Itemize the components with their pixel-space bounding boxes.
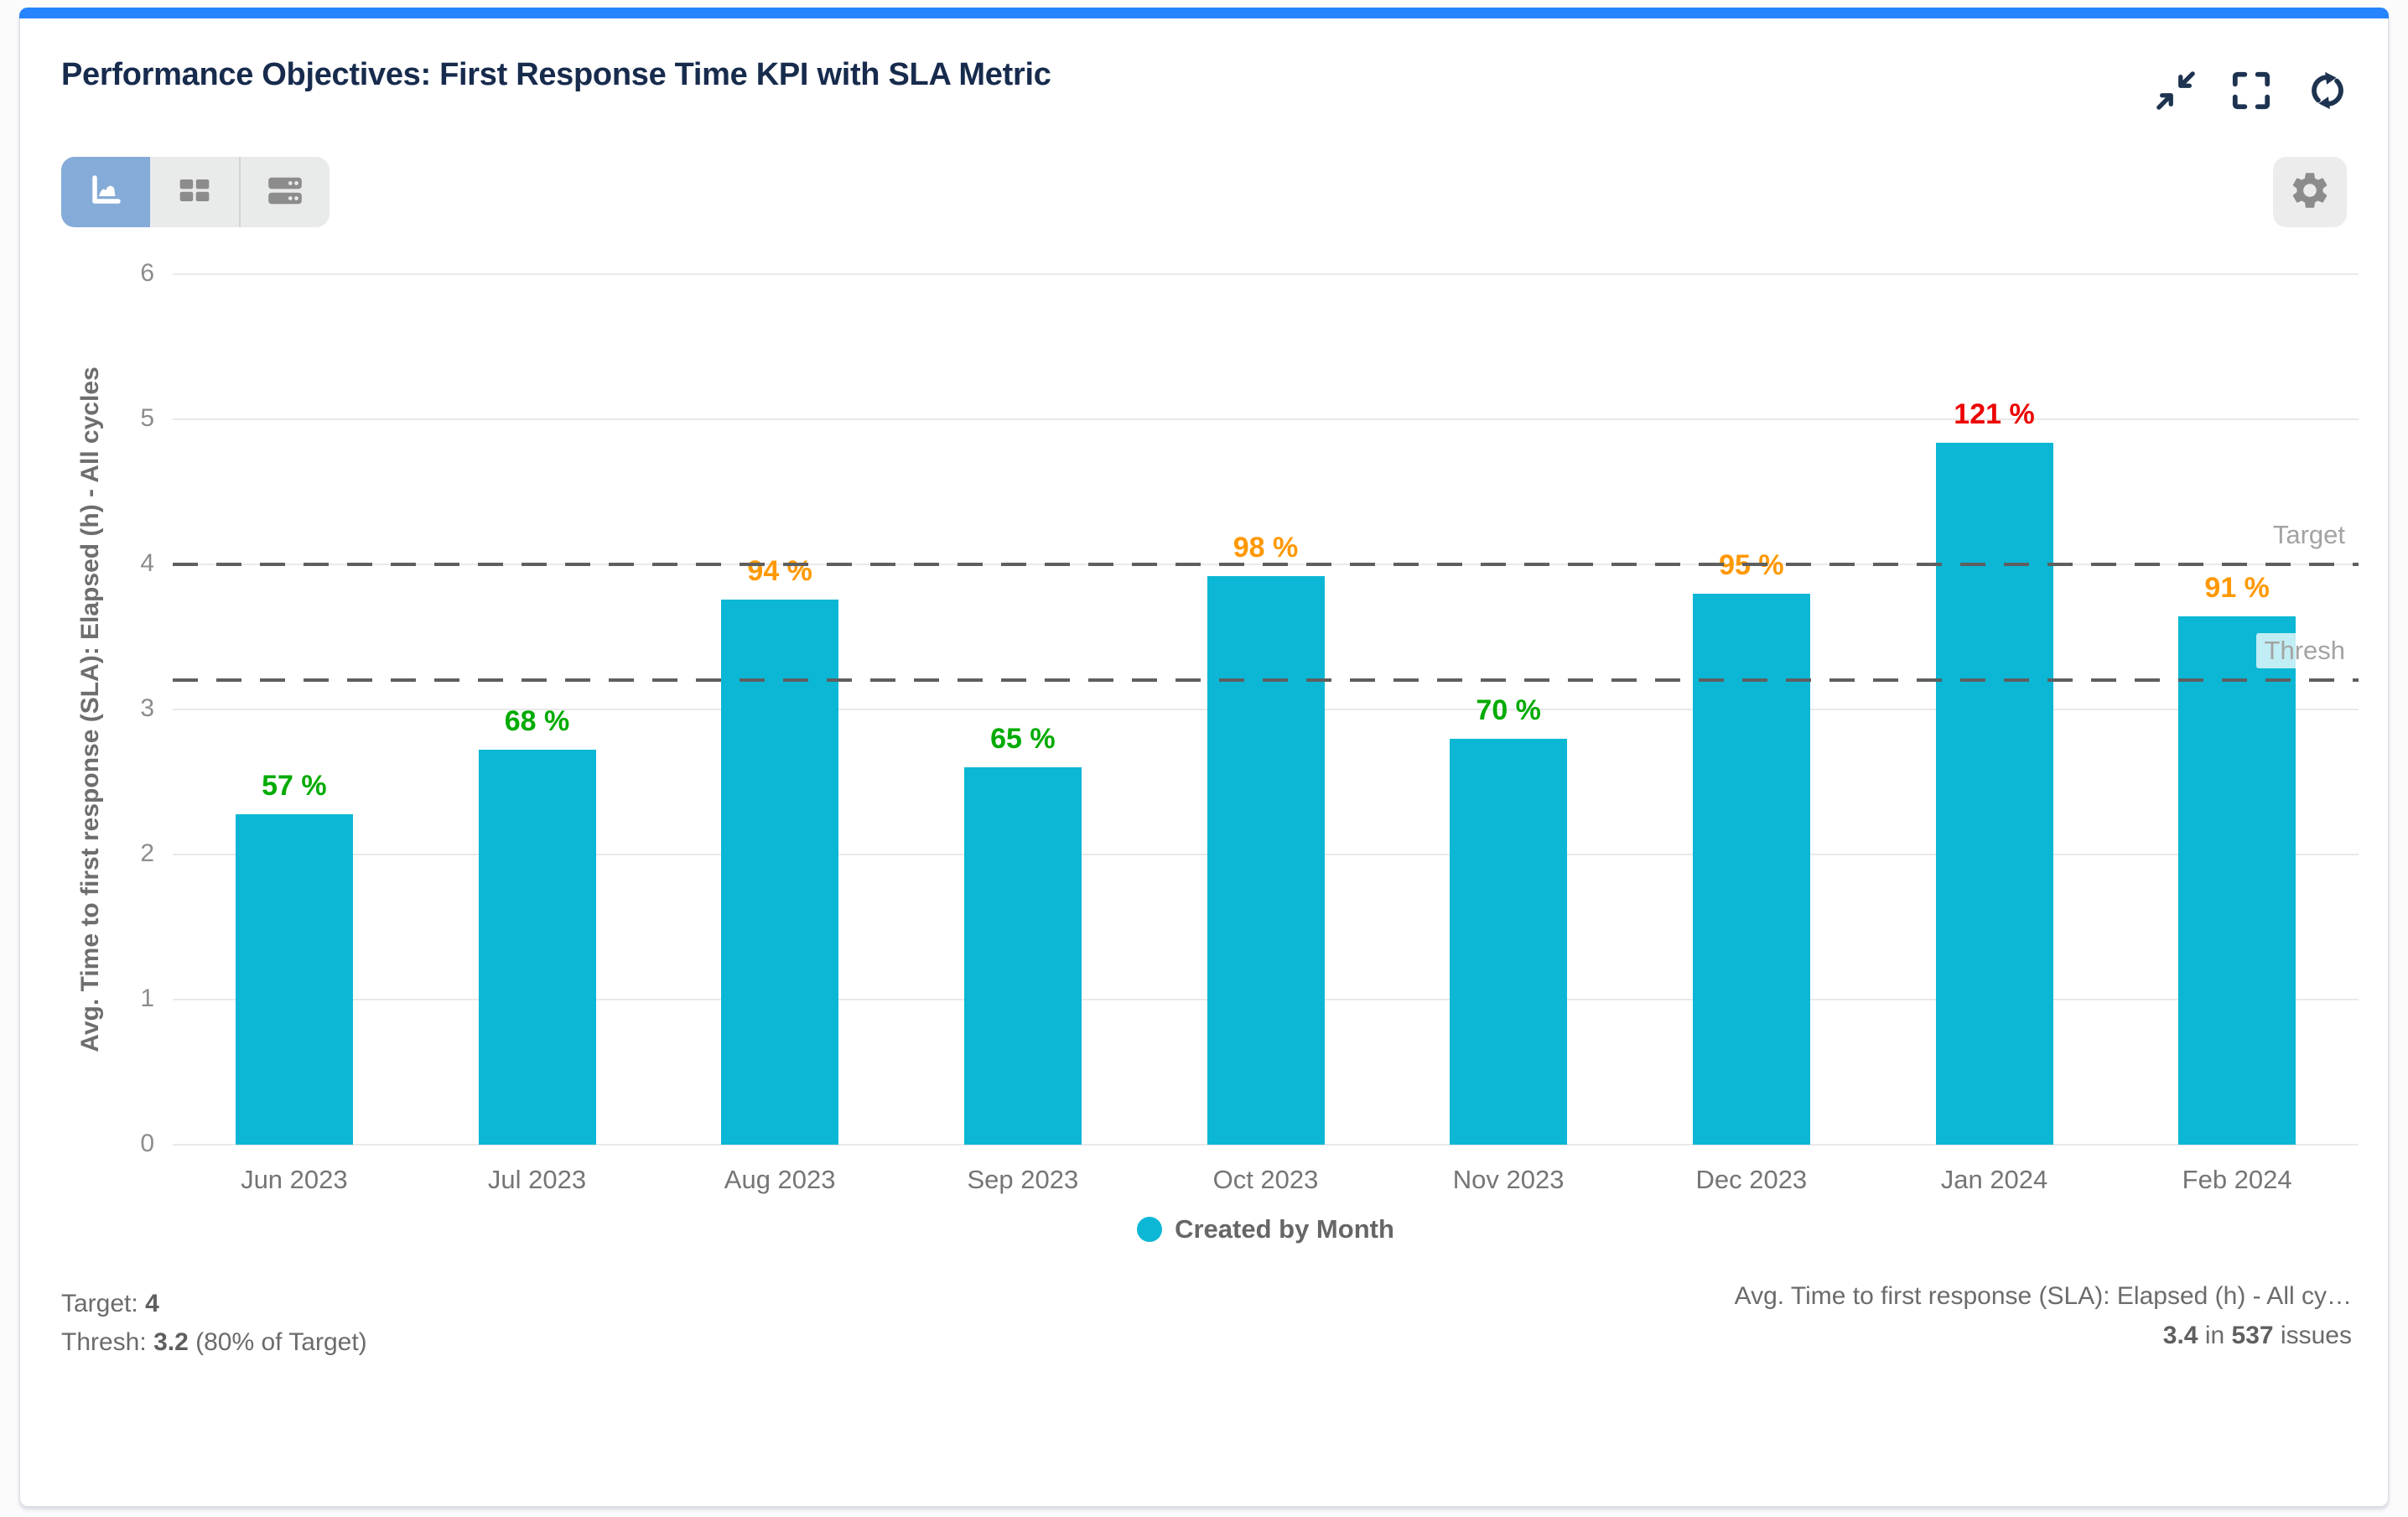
plot-area: 0 1 2 3 4 5 6 57 % Jun 2023 68 % Jul 2023 94 % Aug 2… — [140, 259, 2359, 1194]
chart-icon — [85, 169, 127, 216]
metric-word-in: in — [2204, 1322, 2225, 1349]
metric-value: 3.4 — [2162, 1322, 2198, 1349]
bar[interactable] — [1935, 442, 2053, 1145]
bar-percent-label: 98 % — [1233, 531, 1299, 564]
bar-percent-label: 91 % — [2204, 572, 2270, 605]
y-axis-tick-label: 5 — [140, 404, 154, 432]
metric-word-issues: issues — [2280, 1322, 2352, 1349]
bar[interactable] — [1450, 738, 1568, 1145]
footer-target-line: Target: 4 — [61, 1285, 367, 1323]
y-axis-tick-label: 1 — [140, 984, 154, 1012]
page-title: Performance Objectives: First Response T… — [61, 57, 1051, 92]
y-axis-tick-label: 0 — [140, 1130, 154, 1157]
x-axis-label: Jul 2023 — [487, 1165, 587, 1194]
legend-label: Created by Month — [1175, 1214, 1394, 1244]
bar[interactable] — [1207, 575, 1325, 1145]
x-axis-label: Feb 2024 — [2182, 1165, 2292, 1194]
y-axis-tick-label: 4 — [140, 549, 154, 577]
gridline — [173, 1144, 2359, 1146]
thresh-suffix: (80% of Target) — [195, 1328, 367, 1356]
bar[interactable] — [478, 750, 596, 1145]
target-value: 4 — [145, 1290, 159, 1317]
thresh-value: 3.2 — [153, 1328, 189, 1356]
bar-percent-label: 68 % — [504, 705, 570, 738]
bar-percent-label: 57 % — [262, 769, 327, 802]
metric-count: 537 — [2231, 1322, 2274, 1349]
metric-summary: 3.4 in 537 issues — [1735, 1316, 2352, 1355]
metric-name: Avg. Time to first response (SLA): Elaps… — [1734, 1282, 2352, 1310]
chart-legend[interactable]: Created by Month — [173, 1214, 2359, 1244]
threshold-line-label: Thresh — [2255, 633, 2354, 669]
thresh-label: Thresh: — [61, 1328, 147, 1356]
bar[interactable] — [2178, 616, 2296, 1145]
footer-thresh-line: Thresh: 3.2 (80% of Target) — [61, 1323, 367, 1362]
settings-button[interactable] — [2273, 157, 2347, 227]
threshold-line — [173, 678, 2359, 683]
y-axis-tick-label: 6 — [140, 259, 154, 287]
gridline — [173, 273, 2359, 275]
gridline — [173, 418, 2359, 420]
x-axis-label: Dec 2023 — [1695, 1165, 1808, 1194]
x-axis-label: Jan 2024 — [1940, 1165, 2048, 1194]
table-view-button[interactable] — [150, 157, 239, 227]
chart-view-button[interactable] — [61, 157, 150, 227]
x-axis-label: Sep 2023 — [967, 1165, 1079, 1194]
fullscreen-icon[interactable] — [2231, 70, 2271, 111]
footer-target-info: Target: 4 Thresh: 3.2 (80% of Target) — [61, 1285, 367, 1362]
refresh-icon[interactable] — [2307, 70, 2348, 111]
target-line-label: Target — [2264, 517, 2354, 553]
bar[interactable] — [963, 767, 1082, 1145]
bar-percent-label: 94 % — [747, 554, 812, 587]
x-axis-label: Nov 2023 — [1452, 1165, 1565, 1194]
bar-percent-label: 121 % — [1954, 397, 2035, 430]
table-icon — [173, 169, 216, 216]
bar[interactable] — [721, 599, 839, 1145]
card-accent-bar — [19, 8, 2389, 18]
bar-percent-label: 65 % — [990, 723, 1056, 756]
view-switcher — [61, 157, 330, 227]
gadget-card: Performance Objectives: First Response T… — [19, 8, 2389, 1507]
y-axis-tick-label: 3 — [140, 694, 154, 722]
target-label: Target: — [61, 1290, 138, 1317]
rows-view-button[interactable] — [239, 157, 330, 227]
header-actions — [2156, 70, 2348, 111]
y-axis-tick-label: 2 — [140, 839, 154, 867]
x-axis-label: Jun 2023 — [241, 1165, 348, 1194]
bar[interactable] — [235, 813, 353, 1145]
footer-metric-info: Avg. Time to first response (SLA): Elaps… — [1735, 1276, 2352, 1355]
collapse-icon[interactable] — [2156, 70, 2196, 111]
rows-icon — [262, 168, 308, 217]
x-axis-label: Oct 2023 — [1212, 1165, 1319, 1194]
x-axis-label: Aug 2023 — [724, 1165, 836, 1194]
target-line — [173, 563, 2359, 566]
legend-dot-icon — [1137, 1217, 1163, 1242]
bar-percent-label: 70 % — [1476, 694, 1541, 726]
bar[interactable] — [1692, 593, 1810, 1145]
gear-icon — [2288, 169, 2332, 216]
